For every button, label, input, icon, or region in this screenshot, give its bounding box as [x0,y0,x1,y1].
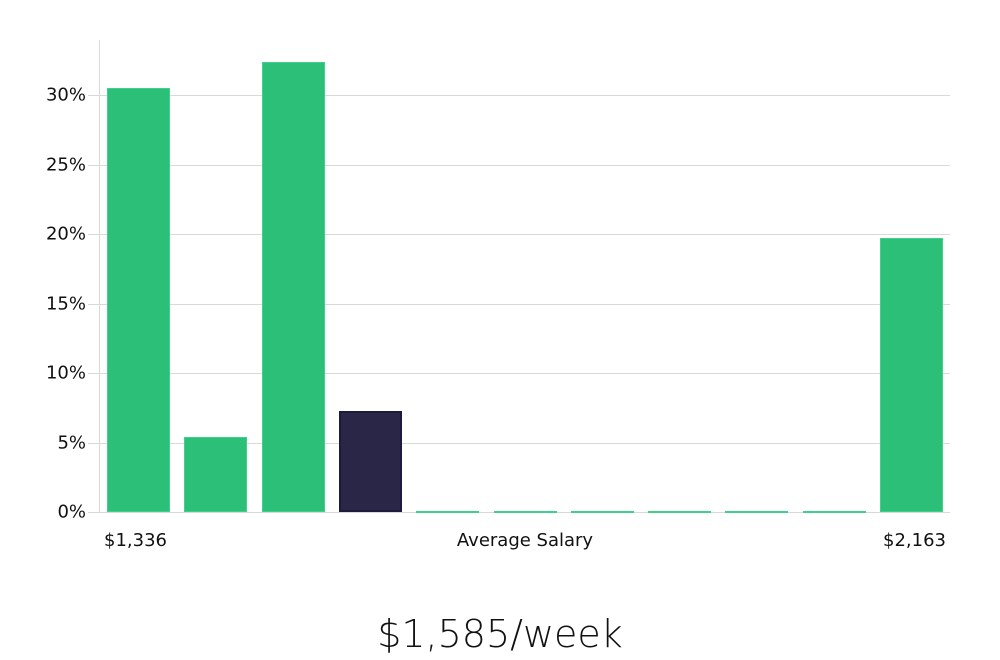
y-tick-label: 25% [45,154,86,175]
y-axis-line [99,40,100,512]
gridline [88,95,950,96]
y-tick-label: 5% [57,432,86,453]
y-tick-label: 10% [45,362,86,384]
y-tick-label: 20% [45,223,86,245]
gridline [88,303,950,305]
x-max-label: $2,163 [883,530,946,551]
bar-highlighted [338,410,402,512]
bar [107,88,170,512]
gridline [88,512,950,513]
bar [648,510,712,513]
y-tick-label: 0% [57,501,86,523]
bar [184,436,248,512]
bar [261,61,325,512]
salary-histogram: 0% 5% 10% 15% 20% 25% 30% $1,336 Average Salar… [45,40,950,551]
bar [802,510,866,513]
bar [416,510,480,513]
average-salary-value: $1,585/week [377,612,623,656]
x-axis-title: Average Salary [456,530,594,551]
bar [880,238,943,512]
x-min-label: $1,336 [104,530,167,551]
gridline [88,373,950,374]
y-tick-label: 15% [45,293,86,314]
bar [493,510,557,513]
gridline [88,234,950,235]
bar [725,510,789,513]
gridline [88,442,950,444]
gridline [88,164,950,166]
y-tick-label: 30% [45,84,86,106]
bar [570,510,634,513]
